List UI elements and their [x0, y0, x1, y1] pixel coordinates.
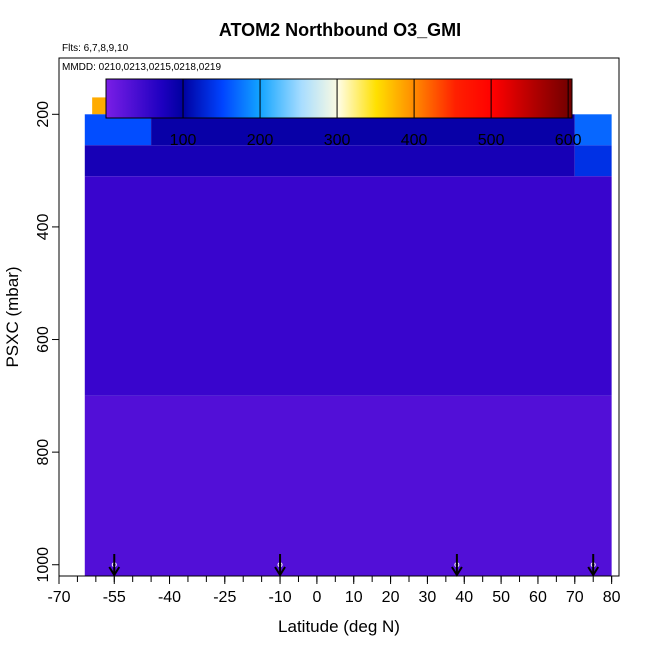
- x-tick-label: -10: [268, 589, 291, 606]
- colorbar-tick-label: 300: [324, 132, 351, 149]
- heat-cell: [84, 176, 612, 396]
- y-tick-label: 400: [35, 213, 52, 240]
- heat-cell: [84, 114, 152, 146]
- heat-cell: [574, 145, 612, 177]
- y-tick-label: 600: [35, 326, 52, 353]
- y-axis-label: PSXC (mbar): [3, 266, 22, 367]
- x-tick-label: -40: [158, 589, 181, 606]
- flights-label: Flts: 6,7,8,9,10: [62, 43, 129, 54]
- x-tick-label: -55: [103, 589, 126, 606]
- colorbar-tick-label: 600: [555, 132, 582, 149]
- x-tick-label: 20: [382, 589, 400, 606]
- sample-arrow-head: [108, 566, 121, 577]
- x-axis-label: Latitude (deg N): [278, 617, 400, 636]
- colorbar-tick-label: 500: [478, 132, 505, 149]
- heatmap-cells: [84, 97, 612, 576]
- sample-arrows: [108, 554, 600, 577]
- x-tick-label: 70: [566, 589, 584, 606]
- y-tick-label: 200: [35, 101, 52, 128]
- sample-arrow-head: [587, 566, 600, 577]
- x-tick-label: 50: [492, 589, 510, 606]
- y-tick-label: 800: [35, 439, 52, 466]
- colorbar-tick-label: 400: [401, 132, 428, 149]
- colorbar: [105, 78, 573, 119]
- sample-arrow-head: [451, 566, 463, 577]
- y-axis: 200 400 600 800 1000: [35, 101, 60, 583]
- colorbar-tick-label: 200: [247, 132, 274, 149]
- x-tick-label: 30: [419, 589, 437, 606]
- mmdd-label: MMDD: 0210,0213,0215,0218,0219: [62, 62, 221, 73]
- heat-cell: [574, 114, 612, 146]
- heat-cell: [84, 395, 612, 576]
- colorbar-tick-label: 100: [170, 132, 197, 149]
- x-tick-label: -70: [47, 589, 70, 606]
- colorbar-ticks: 100 200 300 400 500 600: [170, 79, 582, 149]
- x-tick-label: 80: [603, 589, 621, 606]
- y-tick-label: 1000: [35, 547, 52, 583]
- x-tick-label: 10: [345, 589, 363, 606]
- heat-cell: [151, 114, 575, 146]
- heat-cell: [84, 145, 575, 177]
- chart-title: ATOM2 Northbound O3_GMI: [219, 20, 461, 40]
- x-tick-label: 40: [455, 589, 473, 606]
- x-tick-label: 60: [529, 589, 547, 606]
- sample-arrow-head: [274, 566, 286, 577]
- x-tick-label: 0: [312, 589, 321, 606]
- x-tick-label: -25: [213, 589, 236, 606]
- x-axis: -70 -55 -40 -25 -10 0 10 20 30 40 50 60 70 80: [47, 575, 621, 606]
